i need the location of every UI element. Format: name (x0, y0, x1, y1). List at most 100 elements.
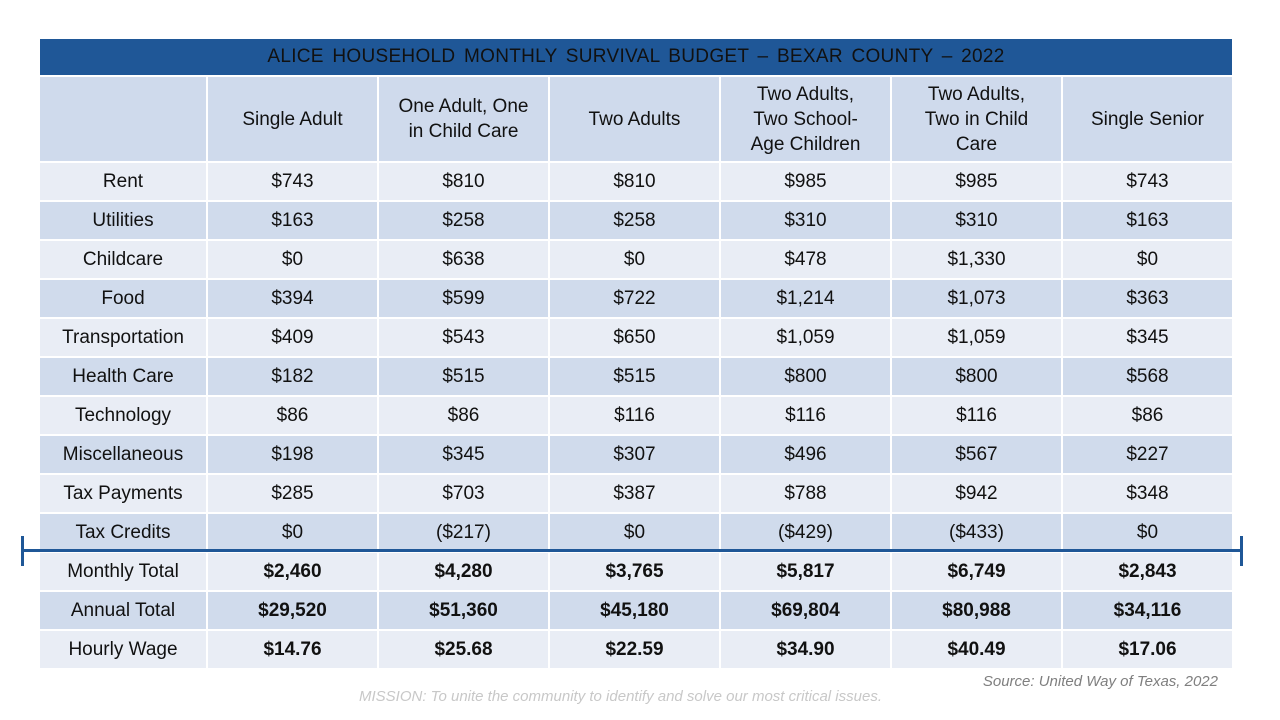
table-cell: $116 (719, 395, 892, 436)
table-cell: $86 (1061, 395, 1234, 436)
table-cell: $515 (548, 356, 721, 397)
table-cell: $6,749 (890, 551, 1063, 592)
table-cell: $568 (1061, 356, 1234, 397)
row-label: Miscellaneous (38, 434, 208, 475)
table-cell: $17.06 (1061, 629, 1234, 670)
column-header: Two Adults, Two School- Age Children (719, 75, 892, 163)
table-row: Tax Payments $285 $703 $387 $788 $942 $348 (38, 473, 1234, 514)
table-cell: $116 (890, 395, 1063, 436)
table-cell: $4,280 (377, 551, 550, 592)
row-label: Food (38, 278, 208, 319)
table-cell: $0 (206, 239, 379, 280)
column-header-line: Single Senior (1090, 108, 1205, 130)
table-cell: $198 (206, 434, 379, 475)
table-cell: $543 (377, 317, 550, 358)
table-cell: $345 (377, 434, 550, 475)
row-label: Tax Credits (38, 512, 208, 553)
table-row: Miscellaneous $198 $345 $307 $496 $567 $227 (38, 434, 1234, 475)
row-label: Rent (38, 161, 208, 202)
row-label: Technology (38, 395, 208, 436)
table-cell: $86 (377, 395, 550, 436)
table-cell: $310 (890, 200, 1063, 241)
total-row: Hourly Wage $14.76 $25.68 $22.59 $34.90 $40.4… (38, 629, 1234, 670)
table-cell: $310 (719, 200, 892, 241)
table-cell: $69,804 (719, 590, 892, 631)
table-cell: $650 (548, 317, 721, 358)
table-cell: $25.68 (377, 629, 550, 670)
budget-table: ALICE HOUSEHOLD MONTHLY SURVIVAL BUDGET … (38, 37, 1234, 670)
table-cell: $34,116 (1061, 590, 1234, 631)
table-cell: $722 (548, 278, 721, 319)
table-cell: $45,180 (548, 590, 721, 631)
column-header: Single Senior (1061, 75, 1234, 163)
row-label: Health Care (38, 356, 208, 397)
table-cell: $942 (890, 473, 1063, 514)
table-cell: $567 (890, 434, 1063, 475)
table-cell: $1,330 (890, 239, 1063, 280)
column-header-line: One Adult, One (398, 96, 529, 117)
row-label: Childcare (38, 239, 208, 280)
column-header: Two Adults, Two in Child Care (890, 75, 1063, 163)
table-cell: $3,765 (548, 551, 721, 592)
mission-statement: MISSION: To unite the community to ident… (359, 688, 882, 705)
table-cell: $163 (1061, 200, 1234, 241)
table-row: Food $394 $599 $722 $1,214 $1,073 $363 (38, 278, 1234, 319)
row-label: Monthly Total (38, 551, 208, 592)
table-row: Childcare $0 $638 $0 $478 $1,330 $0 (38, 239, 1234, 280)
title-row: ALICE HOUSEHOLD MONTHLY SURVIVAL BUDGET … (38, 37, 1234, 77)
column-header-line: Two Adults, (756, 83, 855, 105)
total-separator-line (21, 549, 1243, 552)
table-row: Rent $743 $810 $810 $985 $985 $743 (38, 161, 1234, 202)
column-header: Single Adult (206, 75, 379, 163)
table-cell: $22.59 (548, 629, 721, 670)
table-cell: $227 (1061, 434, 1234, 475)
table-body: Rent $743 $810 $810 $985 $985 $743 Utilities $16… (38, 161, 1234, 670)
table-cell: ($429) (719, 512, 892, 553)
table-cell: $409 (206, 317, 379, 358)
row-label: Transportation (38, 317, 208, 358)
table-cell: $478 (719, 239, 892, 280)
table-cell: $638 (377, 239, 550, 280)
table-cell: $800 (890, 356, 1063, 397)
table-cell: $348 (1061, 473, 1234, 514)
table-cell: $40.49 (890, 629, 1063, 670)
table-cell: ($217) (377, 512, 550, 553)
table-cell: $14.76 (206, 629, 379, 670)
table-cell: $515 (377, 356, 550, 397)
separator-left-cap (21, 536, 24, 566)
row-label: Hourly Wage (38, 629, 208, 670)
table-cell: $985 (890, 161, 1063, 202)
table-cell: $307 (548, 434, 721, 475)
table-cell: $345 (1061, 317, 1234, 358)
table-cell: $1,059 (719, 317, 892, 358)
table-cell: $0 (206, 512, 379, 553)
header-blank-cell (38, 75, 208, 163)
column-header-line: Two School- (753, 108, 858, 130)
column-header-line: Two in Child (924, 108, 1029, 130)
table-cell: $0 (548, 512, 721, 553)
table-cell: $496 (719, 434, 892, 475)
separator-right-cap (1240, 536, 1243, 566)
table-cell: $363 (1061, 278, 1234, 319)
column-header: One Adult, One in Child Care (377, 75, 550, 163)
table-cell: $0 (548, 239, 721, 280)
table-cell: $163 (206, 200, 379, 241)
table-cell: $116 (548, 395, 721, 436)
table-cell: $810 (548, 161, 721, 202)
table-row: Technology $86 $86 $116 $116 $116 $86 (38, 395, 1234, 436)
table-cell: $258 (548, 200, 721, 241)
column-header-line: Single Adult (242, 108, 343, 130)
table-cell: $1,073 (890, 278, 1063, 319)
row-label: Utilities (38, 200, 208, 241)
table-cell: $743 (1061, 161, 1234, 202)
table-cell: $86 (206, 395, 379, 436)
table-cell: $800 (719, 356, 892, 397)
column-header-line: Two Adults (588, 108, 681, 130)
table-cell: $80,988 (890, 590, 1063, 631)
table-cell: ($433) (890, 512, 1063, 553)
table-cell: $2,460 (206, 551, 379, 592)
source-note: Source: United Way of Texas, 2022 (982, 673, 1218, 690)
table-cell: $0 (1061, 239, 1234, 280)
table-cell: $258 (377, 200, 550, 241)
